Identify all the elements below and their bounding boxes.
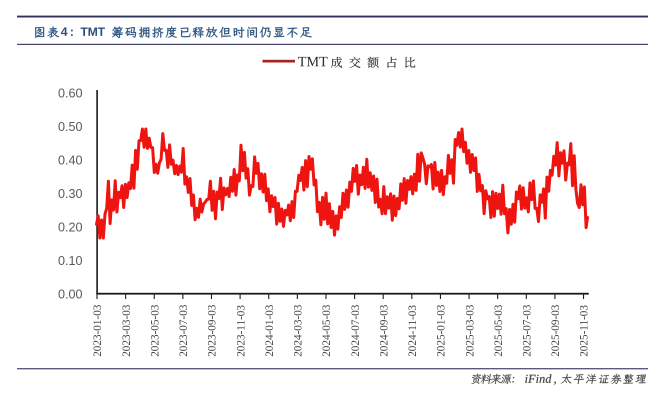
svg-text:2025-11-03: 2025-11-03 (579, 305, 591, 357)
svg-text:2024-05-03: 2024-05-03 (321, 304, 333, 357)
svg-text:0.00: 0.00 (58, 288, 83, 302)
svg-text:2024-01-03: 2024-01-03 (264, 304, 276, 357)
svg-text:2024-11-03: 2024-11-03 (407, 305, 419, 357)
svg-text:2024-09-03: 2024-09-03 (378, 304, 390, 357)
svg-text:2025-03-03: 2025-03-03 (464, 304, 476, 357)
svg-text:2024-07-03: 2024-07-03 (350, 304, 362, 357)
svg-text:0.30: 0.30 (58, 187, 83, 201)
svg-text:2025-05-03: 2025-05-03 (493, 304, 505, 357)
svg-text:0.20: 0.20 (58, 221, 83, 235)
svg-text:2024-03-03: 2024-03-03 (293, 304, 305, 357)
svg-text:2023-05-03: 2023-05-03 (149, 304, 161, 357)
svg-text:2023-09-03: 2023-09-03 (207, 304, 219, 357)
svg-text:2023-01-03: 2023-01-03 (92, 304, 104, 357)
svg-text:2023-03-03: 2023-03-03 (121, 304, 133, 357)
svg-text:2023-11-03: 2023-11-03 (235, 305, 247, 357)
svg-text:0.40: 0.40 (58, 154, 83, 168)
svg-text:2025-09-03: 2025-09-03 (550, 304, 562, 357)
svg-text:0.60: 0.60 (58, 87, 83, 101)
svg-text:2025-01-03: 2025-01-03 (436, 304, 448, 357)
svg-text:0.10: 0.10 (58, 254, 83, 268)
svg-text:2023-07-03: 2023-07-03 (178, 304, 190, 357)
svg-text:2025-07-03: 2025-07-03 (522, 304, 534, 357)
svg-text:0.50: 0.50 (58, 120, 83, 134)
